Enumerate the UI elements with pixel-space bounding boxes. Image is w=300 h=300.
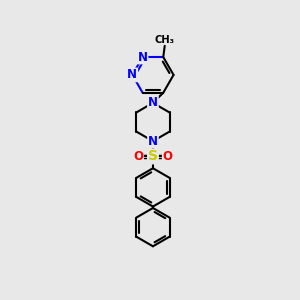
Text: N: N <box>127 68 137 81</box>
Text: CH₃: CH₃ <box>155 35 175 45</box>
Text: S: S <box>148 149 158 164</box>
Text: N: N <box>138 51 148 64</box>
Text: O: O <box>133 150 143 163</box>
Text: N: N <box>148 135 158 148</box>
Text: N: N <box>148 96 158 110</box>
Text: O: O <box>163 150 173 163</box>
